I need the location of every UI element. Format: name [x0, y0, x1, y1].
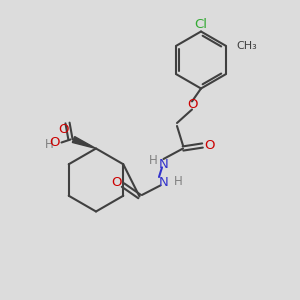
- Text: H: H: [174, 175, 183, 188]
- Text: O: O: [187, 98, 197, 112]
- Text: CH₃: CH₃: [236, 41, 257, 51]
- Text: N: N: [159, 176, 168, 189]
- Text: N: N: [159, 158, 169, 171]
- Text: H: H: [45, 138, 54, 152]
- Text: Cl: Cl: [194, 17, 208, 31]
- Text: O: O: [204, 139, 214, 152]
- Text: O: O: [50, 136, 60, 149]
- Text: O: O: [111, 176, 122, 189]
- Polygon shape: [72, 136, 96, 148]
- Text: H: H: [149, 154, 158, 167]
- Text: O: O: [59, 122, 69, 136]
